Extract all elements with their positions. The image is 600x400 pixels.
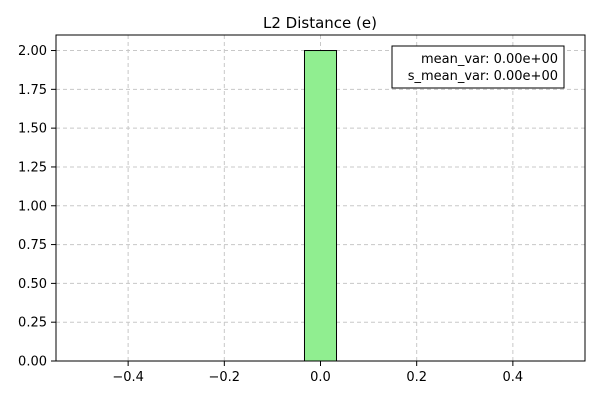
- y-tick-label: 0.25: [18, 316, 47, 331]
- y-tick-label: 0.00: [18, 355, 47, 370]
- x-tick-label: 0.2: [406, 370, 427, 385]
- y-tick-label: 1.25: [18, 160, 47, 175]
- y-tick-label: 1.75: [18, 83, 47, 98]
- y-tick-label: 1.00: [18, 199, 47, 214]
- annotation-mean-var: mean_var: 0.00e+00: [421, 52, 558, 67]
- annotation-box: [391, 45, 565, 89]
- histogram-bar-1: [303, 50, 338, 362]
- x-tick-label: −0.2: [209, 370, 241, 385]
- stats-annotation: mean_var: 0.00e+00 s_mean_var: 0.00e+00: [391, 45, 565, 89]
- annotation-s-mean-var: s_mean_var: 0.00e+00: [408, 69, 558, 84]
- x-tick-label: 0.4: [503, 370, 524, 385]
- y-tick-label: 1.50: [18, 122, 47, 137]
- y-axis: 0.00 0.25 0.50 0.75 1.00 1.25 1.50 1.75 2.00: [18, 44, 56, 370]
- y-tick-label: 2.00: [18, 44, 47, 59]
- x-tick-label: −0.4: [112, 370, 144, 385]
- y-tick-label: 0.75: [18, 238, 47, 253]
- x-tick-label: 0.0: [310, 370, 331, 385]
- chart-title: L2 Distance (e): [263, 14, 377, 32]
- x-axis: −0.4 −0.2 0.0 0.2 0.4: [112, 361, 523, 385]
- y-tick-label: 0.50: [18, 277, 47, 292]
- bars: [79, 50, 562, 362]
